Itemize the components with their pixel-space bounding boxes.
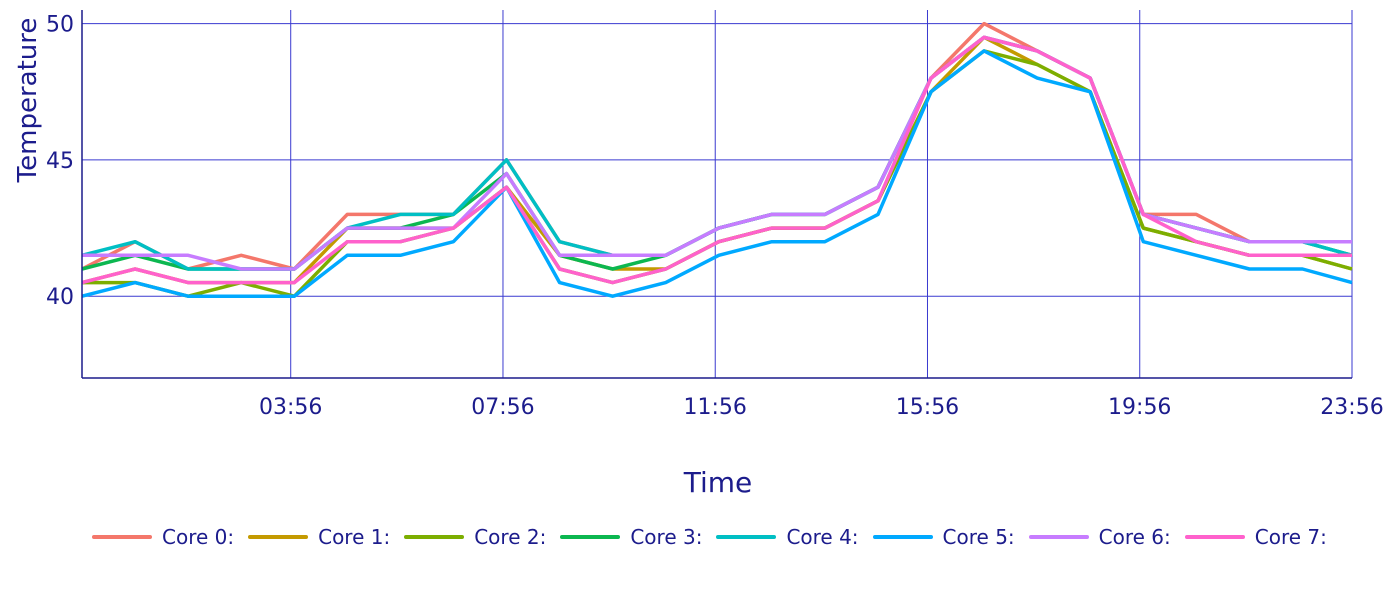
legend-item-core-7[interactable]: Core 7: [1184, 520, 1327, 554]
legend-label: Core 6: [1098, 525, 1171, 549]
y-tick-label: 45 [46, 149, 74, 174]
legend-swatch [92, 535, 152, 539]
legend-item-core-5[interactable]: Core 5: [872, 520, 1015, 554]
legend-item-core-1[interactable]: Core 1: [248, 520, 390, 554]
x-tick-label: 19:56 [1108, 395, 1171, 420]
x-axis-label: Time [683, 466, 753, 499]
x-tick-label: 15:56 [896, 395, 959, 420]
x-tick-label: 11:56 [684, 395, 747, 420]
legend-swatch [404, 535, 465, 539]
legend-item-core-4[interactable]: Core 4: [716, 520, 859, 554]
legend-label: Core 1: [318, 525, 391, 549]
x-tick-label: 07:56 [471, 395, 534, 420]
legend-item-core-0[interactable]: Core 0: [92, 520, 234, 554]
legend-label: Core 3: [630, 525, 703, 549]
x-tick-label: 23:56 [1320, 395, 1383, 420]
legend-swatch [560, 535, 621, 539]
legend-swatch [716, 535, 777, 539]
legend-label: Core 5: [942, 525, 1015, 549]
series-lines [81, 21, 1353, 298]
legend-swatch [872, 535, 933, 539]
legend-swatch [248, 535, 309, 539]
legend: Core 0: Core 1: Core 2: Core 3: Core 4: Core … [92, 520, 1352, 588]
y-tick-label: 40 [46, 285, 74, 310]
legend-item-core-2[interactable]: Core 2: [404, 520, 546, 554]
legend-item-core-3[interactable]: Core 3: [560, 520, 702, 554]
grid-lines [82, 10, 1353, 378]
legend-label: Core 0: [162, 525, 235, 549]
y-tick-label: 50 [46, 13, 74, 38]
legend-label: Core 2: [474, 525, 547, 549]
axes: 40 45 50 03:56 07:56 11:56 15:56 19:56 23:56 [46, 10, 1384, 420]
legend-label: Core 7: [1254, 525, 1327, 549]
legend-label: Core 4: [786, 525, 859, 549]
series-line-core-5 [81, 49, 1353, 298]
series-line-core-7 [81, 35, 1352, 285]
legend-item-core-6[interactable]: Core 6: [1028, 520, 1171, 554]
legend-swatch [1184, 535, 1245, 539]
x-tick-label: 03:56 [259, 395, 322, 420]
legend-swatch [1028, 535, 1089, 539]
series-line-core-2 [82, 49, 1353, 298]
y-axis-label: Temperature [13, 18, 43, 184]
